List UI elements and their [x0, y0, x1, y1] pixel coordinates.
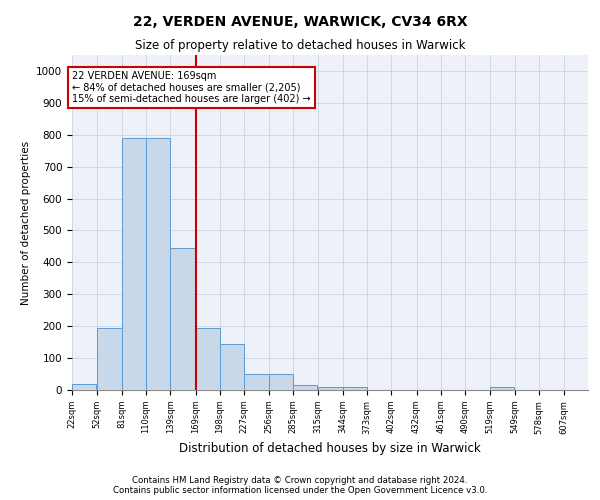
Bar	[97, 328, 122, 390]
Bar	[196, 328, 220, 390]
Bar	[318, 387, 343, 390]
Bar	[244, 374, 269, 390]
Bar	[146, 138, 170, 390]
Text: Size of property relative to detached houses in Warwick: Size of property relative to detached ho…	[135, 39, 465, 52]
Bar	[269, 374, 293, 390]
Bar	[220, 344, 244, 390]
X-axis label: Distribution of detached houses by size in Warwick: Distribution of detached houses by size …	[179, 442, 481, 455]
Text: Contains HM Land Registry data © Crown copyright and database right 2024.: Contains HM Land Registry data © Crown c…	[132, 476, 468, 485]
Bar	[293, 385, 317, 390]
Bar	[490, 387, 514, 390]
Bar	[170, 248, 194, 390]
Text: Contains public sector information licensed under the Open Government Licence v3: Contains public sector information licen…	[113, 486, 487, 495]
Bar	[72, 384, 97, 390]
Text: 22 VERDEN AVENUE: 169sqm
← 84% of detached houses are smaller (2,205)
15% of sem: 22 VERDEN AVENUE: 169sqm ← 84% of detach…	[72, 71, 311, 104]
Bar	[343, 387, 367, 390]
Text: 22, VERDEN AVENUE, WARWICK, CV34 6RX: 22, VERDEN AVENUE, WARWICK, CV34 6RX	[133, 15, 467, 29]
Y-axis label: Number of detached properties: Number of detached properties	[20, 140, 31, 304]
Bar	[122, 138, 146, 390]
